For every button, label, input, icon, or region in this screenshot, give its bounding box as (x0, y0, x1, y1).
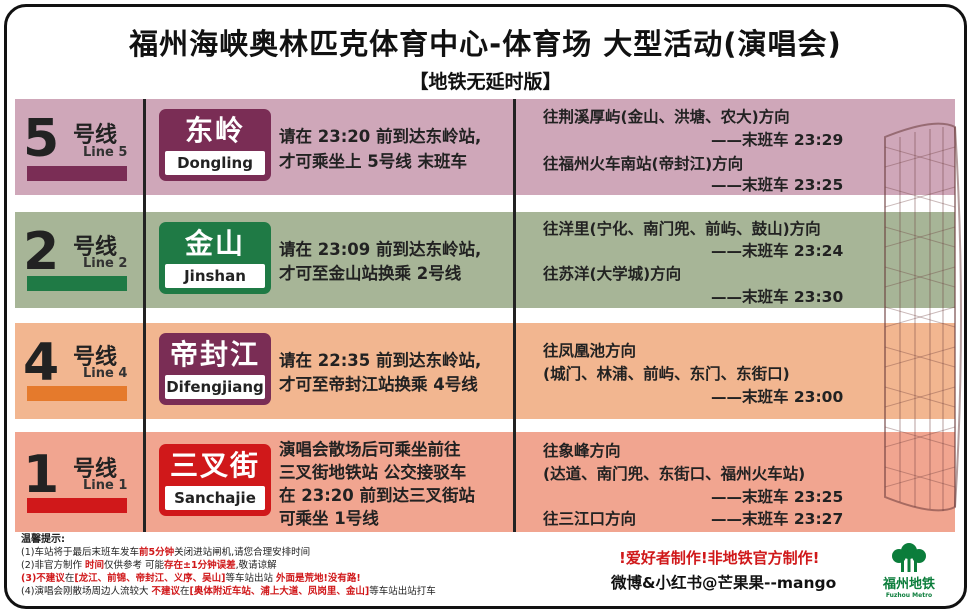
note-text: (1)车站将于最后末班车发车 (21, 547, 139, 558)
line5-direction-1: 往荆溪厚屿(金山、洪塘、农大)方向 (543, 108, 790, 126)
station-difengjiang: 帝封江 Difengjiang (159, 333, 271, 405)
page-subtitle: 【地铁无延时版】 (409, 71, 562, 93)
line1-label: 号线 (73, 457, 118, 482)
station-dongling: 东岭 Dongling (159, 109, 271, 181)
note-text: 关闭进站闸机,请您合理安排时间 (174, 547, 311, 558)
note-highlight: 不建议 (36, 573, 65, 584)
note-3: (3)不建议在[龙江、前锦、帝封江、义序、吴山]等车站出站 外面是荒地!没有路! (21, 572, 621, 585)
line5-instruction-1: 请在 23:20 前到达东岭站, (279, 127, 482, 146)
line2-direction-2: 往苏洋(大学城)方向 (543, 265, 682, 283)
metro-tree-icon (892, 543, 926, 572)
note-text: (4)演唱会刚散场周边人流较大 (21, 586, 152, 597)
line1-last-train-1: ——末班车 23:25 (711, 488, 844, 506)
poster: 福州海峡奥林匹克体育中心-体育场 大型活动(演唱会) 【地铁无延时版】 5 号线… (4, 4, 967, 609)
note-2: (2)非官方制作 时间仅供参考 可能存在±1分钟误差,敬请谅解 (21, 559, 621, 572)
line5-last-train-2: ——末班车 23:25 (711, 176, 844, 194)
line4-color-bar (27, 386, 127, 401)
note-highlight: 不建议 (151, 586, 180, 597)
line2-label: 号线 (73, 235, 118, 260)
line4-label: 号线 (73, 345, 118, 370)
line1-color-bar (27, 498, 127, 513)
line4-direction-1-stops: (城门、林浦、前屿、东门、东街口) (543, 365, 790, 383)
line4-instruction-2: 才可至帝封江站换乘 4号线 (279, 375, 478, 394)
note-highlight: 存在±1分钟误差 (164, 560, 236, 571)
line1-instruction-1: 演唱会散场后可乘坐前往 (279, 440, 461, 459)
note-highlight: 外面是荒地!没有路! (276, 573, 361, 584)
note-highlight: 前5分钟 (138, 547, 175, 558)
station-name-cn: 三叉街 (169, 449, 260, 482)
line2-instruction-2: 才可至金山站换乘 2号线 (279, 264, 462, 283)
line1-last-train-2: ——末班车 23:27 (711, 510, 844, 528)
line5-en-label: Line 5 (83, 145, 128, 160)
line5-number: 5 (23, 109, 60, 169)
line1-number: 1 (23, 445, 60, 505)
note-4: (4)演唱会刚散场周边人流较大 不建议在[奥体附近车站、浦上大道、凤岗里、金山]… (21, 585, 621, 598)
page-title: 福州海峡奥林匹克体育中心-体育场 大型活动(演唱会) (129, 27, 842, 61)
note-highlight: [龙江、前锦、帝封江、义序、吴山] (74, 573, 226, 584)
line4-en-label: Line 4 (83, 366, 128, 381)
logo-text-cn: 福州地铁 (882, 577, 935, 592)
line2-instruction-1: 请在 23:09 前到达东岭站, (279, 240, 482, 259)
station-name-en: Jinshan (165, 264, 265, 288)
line1-direction-2: 往三江口方向 (543, 510, 637, 528)
column-divider (143, 99, 146, 532)
line4-direction-1: 往凤凰池方向 (543, 342, 637, 360)
line2-direction-1: 往洋里(宁化、南门兜、前屿、鼓山)方向 (543, 220, 821, 238)
column-divider (513, 99, 516, 532)
line5-last-train-1: ——末班车 23:29 (711, 131, 844, 149)
line1-direction-1: 往象峰方向 (543, 442, 621, 460)
line5-direction-2: 往福州火车南站(帝封江)方向 (543, 155, 744, 173)
note-highlight: 时间 (84, 560, 104, 571)
station-name-en: Difengjiang (165, 375, 265, 399)
note-text: 等车站出站打车 (369, 586, 436, 597)
line2-color-bar (27, 276, 127, 291)
note-text: ,敬请谅解 (235, 560, 277, 571)
unofficial-disclaimer: !爱好者制作!非地铁官方制作! (619, 549, 820, 567)
station-name-en: Dongling (165, 151, 265, 175)
notes-section: 温馨提示: (1)车站将于最后末班车发车前5分钟关闭进站闸机,请您合理安排时间 … (21, 533, 621, 598)
note-text: 在 (64, 573, 75, 584)
note-text: 等车站出站 (225, 573, 277, 584)
line5-label: 号线 (73, 123, 118, 148)
author-credit: 微博&小红书@芒果果--mango (611, 574, 837, 592)
logo-text-en: Fuzhou Metro (885, 592, 933, 599)
line1-instruction-3: 在 23:20 前到达三叉街站 (279, 486, 476, 505)
line1-en-label: Line 1 (83, 478, 128, 493)
station-name-cn: 金山 (184, 227, 245, 260)
station-jinshan: 金山 Jinshan (159, 222, 271, 294)
line4-instruction-1: 请在 22:35 前到达东岭站, (279, 351, 482, 370)
fuzhou-metro-logo: 福州地铁 Fuzhou Metro (873, 541, 945, 601)
line1-instruction-2: 三叉街地铁站 公交接驳车 (279, 463, 467, 482)
note-text: 在 (180, 586, 190, 597)
line5-color-bar (27, 166, 127, 181)
line2-last-train-1: ——末班车 23:24 (711, 242, 844, 260)
note-text: (2)非官方制作 (21, 560, 85, 571)
line5-instruction-2: 才可乘坐上 5号线 末班车 (279, 152, 467, 171)
line4-last-train-1: ——末班车 23:00 (711, 388, 844, 406)
line4-number: 4 (23, 333, 60, 393)
note-1: (1)车站将于最后末班车发车前5分钟关闭进站闸机,请您合理安排时间 (21, 546, 621, 559)
line1-direction-1-stops: (达道、南门兜、东街口、福州火车站) (543, 465, 806, 483)
note-text: (3) (21, 573, 37, 584)
line2-en-label: Line 2 (83, 256, 128, 271)
station-name-cn: 帝封江 (169, 338, 260, 371)
station-name-en: Sanchajie (165, 486, 265, 510)
stadium-illustration (884, 122, 962, 512)
line2-last-train-2: ——末班车 23:30 (711, 288, 844, 306)
note-highlight: [奥体附近车站、浦上大道、凤岗里、金山] (189, 586, 370, 597)
station-sanchajie: 三叉街 Sanchajie (159, 444, 271, 516)
note-text: 仅供参考 可能 (104, 560, 165, 571)
line2-number: 2 (23, 222, 60, 282)
notes-title: 温馨提示: (21, 534, 65, 545)
line1-instruction-4: 可乘坐 1号线 (279, 509, 379, 528)
station-name-cn: 东岭 (184, 114, 245, 147)
